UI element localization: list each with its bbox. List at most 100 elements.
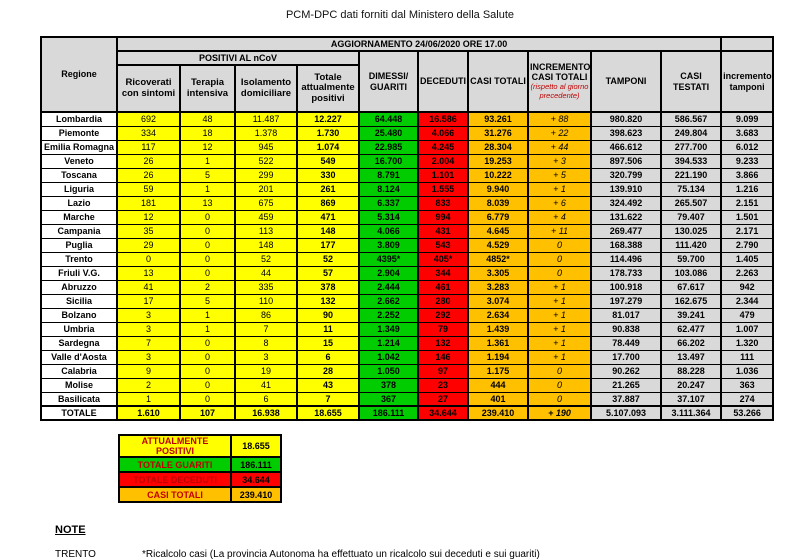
header-isolamento-domiciliare: Isolamento domiciliare	[234, 64, 298, 113]
cell-regione: Sardegna	[40, 335, 118, 351]
header-spacer	[720, 36, 775, 52]
cell-ricoverati: 117	[116, 139, 181, 155]
header-casi-testati: CASI TESTATI	[659, 50, 723, 113]
cell-regione: Puglia	[40, 237, 118, 253]
note-item-trento: TRENTO *Ricalcolo casi (La provincia Aut…	[55, 549, 800, 560]
cell-casi-testati: 79.407	[659, 209, 723, 225]
cell-casi-testati: 37.107	[659, 391, 723, 407]
cell-incremento-casi: + 190	[527, 405, 592, 421]
cell-terapia-intensiva: 1	[179, 181, 236, 197]
table-row: Piemonte 334 18 1.378 1.730 25.480 4.066 31.276…	[40, 125, 775, 141]
header-totale-positivi: Totale attualmente positivi	[296, 64, 360, 113]
cell-tamponi: 320.799	[590, 167, 662, 183]
cell-dimessi-guariti: 1.349	[358, 321, 419, 337]
cell-deceduti: 292	[417, 307, 469, 323]
cell-regione: Toscana	[40, 167, 118, 183]
cell-isolamento-domiciliare: 148	[234, 237, 298, 253]
cell-isolamento-domiciliare: 6	[234, 391, 298, 407]
cell-tamponi: 269.477	[590, 223, 662, 239]
cell-casi-totali: 19.253	[467, 153, 529, 169]
note-text: *Ricalcolo casi (La provincia Autonoma h…	[142, 549, 540, 560]
cell-incremento-casi: + 3	[527, 153, 592, 169]
cell-deceduti: 1.555	[417, 181, 469, 197]
cell-incremento-tamponi: 1.405	[720, 251, 775, 267]
cell-casi-totali: 3.305	[467, 265, 529, 281]
header-terapia-intensiva: Terapia intensiva	[179, 64, 236, 113]
note-region: TRENTO	[55, 549, 96, 560]
table-row: Abruzzo 41 2 335 378 2.444 461 3.283 + 1 100.918 6…	[40, 279, 775, 295]
cell-casi-totali: 8.039	[467, 195, 529, 211]
cell-ricoverati: 3	[116, 321, 181, 337]
cell-isolamento-domiciliare: 44	[234, 265, 298, 281]
cell-deceduti: 4.245	[417, 139, 469, 155]
cell-dimessi-guariti: 1.214	[358, 335, 419, 351]
cell-deceduti: 27	[417, 391, 469, 407]
cell-tamponi: 81.017	[590, 307, 662, 323]
cell-terapia-intensiva: 0	[179, 363, 236, 379]
cell-ricoverati: 181	[116, 195, 181, 211]
cell-incremento-casi: + 44	[527, 139, 592, 155]
cell-dimessi-guariti: 1.042	[358, 349, 419, 365]
cell-dimessi-guariti: 367	[358, 391, 419, 407]
cell-dimessi-guariti: 2.252	[358, 307, 419, 323]
cell-regione: Calabria	[40, 363, 118, 379]
cell-casi-testati: 67.617	[659, 279, 723, 295]
cell-casi-totali: 31.276	[467, 125, 529, 141]
table-row: Liguria 59 1 201 261 8.124 1.555 9.940 + 1 139.91…	[40, 181, 775, 197]
cell-incremento-tamponi: 3.683	[720, 125, 775, 141]
cell-dimessi-guariti: 8.124	[358, 181, 419, 197]
cell-dimessi-guariti: 16.700	[358, 153, 419, 169]
table-body: Lombardia 692 48 11.487 12.227 64.448 16.586 93…	[40, 111, 775, 421]
cell-dimessi-guariti: 64.448	[358, 111, 419, 127]
table-row: Sicilia 17 5 110 132 2.662 280 3.074 + 1 197.279 1…	[40, 293, 775, 309]
cell-tamponi: 197.279	[590, 293, 662, 309]
header-ricoverati: Ricoverati con sintomi	[116, 64, 181, 113]
summary-row-totale-guariti: TOTALE GUARITI 186.111	[118, 456, 282, 473]
cell-terapia-intensiva: 0	[179, 265, 236, 281]
cell-deceduti: 79	[417, 321, 469, 337]
cell-casi-totali: 4852*	[467, 251, 529, 267]
cell-isolamento-domiciliare: 110	[234, 293, 298, 309]
cell-isolamento-domiciliare: 201	[234, 181, 298, 197]
header-regione: Regione	[40, 36, 118, 113]
cell-terapia-intensiva: 1	[179, 307, 236, 323]
cell-totale-positivi: 471	[296, 209, 360, 225]
cell-casi-testati: 394.533	[659, 153, 723, 169]
cell-regione: Bolzano	[40, 307, 118, 323]
cell-incremento-tamponi: 2.263	[720, 265, 775, 281]
cell-casi-testati: 39.241	[659, 307, 723, 323]
summary-value: 34.644	[230, 471, 282, 488]
cell-tamponi: 114.496	[590, 251, 662, 267]
cell-casi-testati: 249.804	[659, 125, 723, 141]
cell-totale-positivi: 7	[296, 391, 360, 407]
cell-casi-totali: 28.304	[467, 139, 529, 155]
cell-isolamento-domiciliare: 86	[234, 307, 298, 323]
cell-ricoverati: 35	[116, 223, 181, 239]
cell-terapia-intensiva: 2	[179, 279, 236, 295]
cell-regione: Lombardia	[40, 111, 118, 127]
table-row: Molise 2 0 41 43 378 23 444 0 21.265 20.247 363	[40, 377, 775, 393]
cell-tamponi: 21.265	[590, 377, 662, 393]
cell-dimessi-guariti: 378	[358, 377, 419, 393]
cell-casi-totali: 4.645	[467, 223, 529, 239]
cell-casi-totali: 4.529	[467, 237, 529, 253]
cell-casi-totali: 1.439	[467, 321, 529, 337]
cell-incremento-tamponi: 3.866	[720, 167, 775, 183]
total-row: TOTALE 1.610 107 16.938 18.655 186.111 34.644 2…	[40, 405, 775, 421]
cell-casi-testati: 20.247	[659, 377, 723, 393]
summary-value: 186.111	[230, 456, 282, 473]
cell-casi-testati: 62.477	[659, 321, 723, 337]
cell-dimessi-guariti: 2.904	[358, 265, 419, 281]
cell-deceduti: 543	[417, 237, 469, 253]
cell-isolamento-domiciliare: 11.487	[234, 111, 298, 127]
cell-deceduti: 280	[417, 293, 469, 309]
cell-totale-positivi: 11	[296, 321, 360, 337]
cell-casi-totali: 3.283	[467, 279, 529, 295]
cell-tamponi: 168.388	[590, 237, 662, 253]
cell-deceduti: 405*	[417, 251, 469, 267]
cell-totale-positivi: 177	[296, 237, 360, 253]
cell-terapia-intensiva: 5	[179, 167, 236, 183]
cell-tamponi: 100.918	[590, 279, 662, 295]
cell-totale-positivi: 57	[296, 265, 360, 281]
cell-deceduti: 34.644	[417, 405, 469, 421]
